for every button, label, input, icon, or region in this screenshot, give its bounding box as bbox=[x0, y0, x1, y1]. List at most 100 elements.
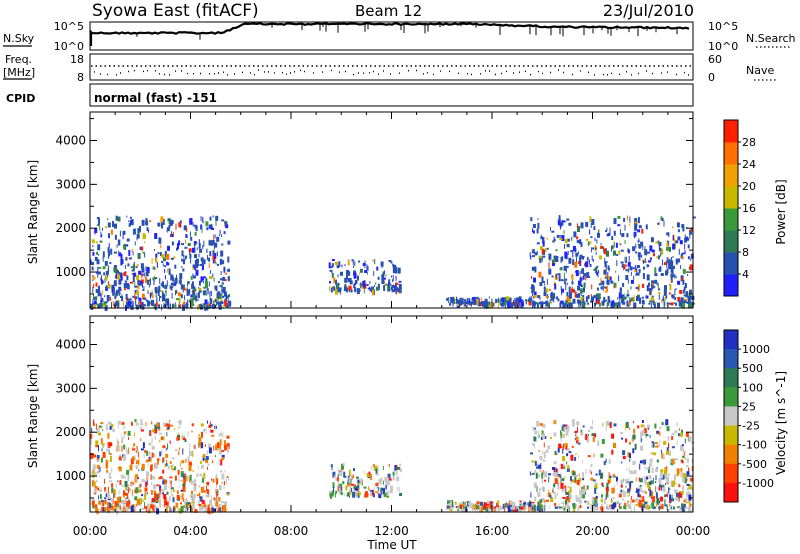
power-echo-cell bbox=[630, 286, 632, 290]
power-echo-cell bbox=[661, 300, 663, 304]
velocity-echo-cell bbox=[151, 482, 153, 486]
velocity-echo-cell bbox=[109, 503, 112, 509]
power-echo-cell bbox=[674, 289, 676, 295]
power-colorbar-tick-label: 12 bbox=[742, 224, 756, 237]
power-echo-cell bbox=[616, 260, 618, 267]
freq-label-line1: Freq. bbox=[5, 53, 32, 66]
power-echo-cell bbox=[333, 277, 336, 284]
velocity-echo-cell bbox=[486, 505, 489, 508]
velocity-echo-cell bbox=[206, 482, 210, 485]
power-echo-cell bbox=[629, 297, 631, 303]
velocity-echo-cell bbox=[565, 445, 568, 450]
power-echo-cell bbox=[395, 287, 399, 290]
power-echo-cell bbox=[142, 251, 145, 254]
power-echo-cell bbox=[594, 302, 596, 307]
velocity-echo-cell bbox=[223, 505, 226, 509]
velocity-echo-cell bbox=[399, 463, 402, 466]
power-echo-cell bbox=[618, 302, 621, 308]
velocity-echo-cell bbox=[674, 430, 678, 434]
velocity-echo-cell bbox=[569, 491, 572, 498]
velocity-echo-cell bbox=[542, 433, 545, 439]
velocity-echo-cell bbox=[590, 477, 594, 481]
velocity-echo-cell bbox=[182, 483, 186, 487]
power-echo-cell bbox=[137, 280, 140, 286]
power-echo-cell bbox=[376, 266, 379, 271]
power-echo-cell bbox=[463, 302, 465, 306]
power-echo-cell bbox=[97, 224, 100, 227]
velocity-echo-cell bbox=[107, 421, 110, 425]
velocity-echo-cell bbox=[358, 487, 359, 493]
velocity-echo-cell bbox=[450, 506, 453, 510]
power-echo-cell bbox=[371, 286, 374, 291]
velocity-echo-cell bbox=[673, 474, 676, 481]
velocity-echo-cell bbox=[224, 501, 228, 507]
velocity-echo-cell bbox=[203, 472, 206, 479]
velocity-echo-cell bbox=[672, 483, 674, 487]
velocity-echo-cell bbox=[609, 422, 612, 428]
velocity-echo-cell bbox=[624, 503, 627, 507]
power-echo-cell bbox=[214, 299, 217, 303]
power-echo-cell bbox=[624, 224, 626, 231]
velocity-echo-cell bbox=[184, 480, 186, 485]
power-echo-cell bbox=[515, 297, 519, 303]
velocity-echo-cell bbox=[213, 497, 216, 501]
power-colorbar-label: Power [dB] bbox=[774, 179, 788, 244]
velocity-echo-cell bbox=[162, 469, 165, 474]
velocity-echo-cell bbox=[199, 473, 202, 477]
velocity-echo-cell bbox=[182, 473, 185, 479]
power-echo-cell bbox=[687, 244, 690, 249]
velocity-echo-cell bbox=[490, 502, 492, 506]
power-echo-cell bbox=[502, 298, 506, 303]
velocity-echo-cell bbox=[390, 477, 392, 480]
velocity-echo-cell bbox=[638, 486, 642, 492]
velocity-echo-cell bbox=[226, 435, 230, 439]
power-echo-cell bbox=[145, 271, 149, 277]
velocity-echo-cell bbox=[228, 476, 230, 481]
velocity-echo-cell bbox=[631, 499, 634, 503]
velocity-echo-cell bbox=[682, 477, 686, 483]
velocity-echo-cell bbox=[159, 488, 161, 495]
power-echo-cell bbox=[112, 301, 114, 307]
velocity-echo-cell bbox=[374, 490, 377, 493]
time-tick-label: 00:00 bbox=[73, 524, 108, 538]
power-echo-cell bbox=[129, 216, 132, 219]
power-echo-cell bbox=[544, 248, 547, 253]
power-echo-cell bbox=[548, 253, 552, 260]
power-echo-cell bbox=[206, 227, 209, 231]
velocity-echo-cell bbox=[590, 503, 594, 507]
power-echo-cell bbox=[619, 229, 621, 236]
power-echo-cell bbox=[143, 272, 145, 277]
velocity-echo-cell bbox=[688, 436, 692, 443]
velocity-echo-cell bbox=[103, 487, 106, 491]
power-echo-cell bbox=[187, 243, 191, 246]
power-echo-cell bbox=[593, 269, 595, 271]
power-echo-cell bbox=[92, 251, 95, 256]
power-echo-cell bbox=[190, 275, 193, 280]
power-echo-cell bbox=[123, 272, 127, 277]
velocity-echo-cell bbox=[620, 484, 623, 488]
power-echo-cell bbox=[629, 266, 633, 271]
velocity-echo-cell bbox=[505, 504, 508, 509]
power-echo-cell bbox=[158, 237, 162, 244]
power-echo-cell bbox=[551, 230, 555, 233]
power-echo-cell bbox=[144, 252, 146, 258]
power-echo-cell bbox=[572, 245, 576, 251]
power-echo-cell bbox=[392, 279, 394, 283]
power-echo-cell bbox=[591, 284, 593, 290]
velocity-echo-cell bbox=[179, 495, 182, 498]
power-echo-cell bbox=[118, 271, 120, 275]
power-echo-cell bbox=[576, 299, 580, 304]
velocity-echo-cell bbox=[117, 503, 121, 509]
velocity-echo-cell bbox=[622, 450, 626, 456]
velocity-echo-cell bbox=[343, 471, 346, 478]
velocity-echo-cell bbox=[486, 500, 490, 504]
velocity-echo-cell bbox=[614, 485, 616, 489]
power-echo-cell bbox=[192, 267, 195, 270]
velocity-echo-cell bbox=[611, 449, 614, 455]
power-echo-cell bbox=[224, 300, 228, 307]
power-echo-cell bbox=[159, 252, 162, 256]
velocity-echo-cell bbox=[124, 507, 126, 511]
velocity-echo-cell bbox=[561, 506, 565, 508]
velocity-echo-cell bbox=[385, 478, 389, 485]
power-echo-cell bbox=[555, 249, 558, 252]
